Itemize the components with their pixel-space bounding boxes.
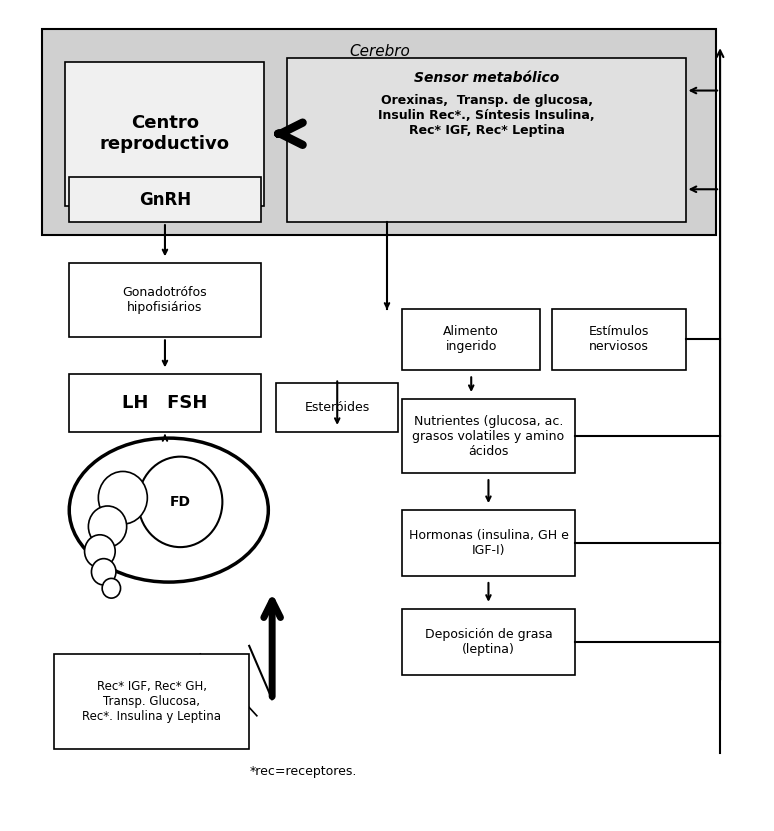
Text: Sensor metabólico: Sensor metabólico <box>414 71 559 86</box>
Circle shape <box>102 578 121 598</box>
Circle shape <box>88 506 127 547</box>
Text: Esteróides: Esteróides <box>305 401 370 414</box>
Circle shape <box>84 535 115 568</box>
FancyBboxPatch shape <box>69 263 261 337</box>
FancyBboxPatch shape <box>402 609 574 675</box>
Text: Centro
reproductivo: Centro reproductivo <box>100 115 230 153</box>
Text: GnRH: GnRH <box>139 190 191 209</box>
Circle shape <box>138 456 222 547</box>
Text: FD: FD <box>170 495 190 509</box>
FancyBboxPatch shape <box>69 177 261 222</box>
FancyBboxPatch shape <box>54 654 249 749</box>
FancyBboxPatch shape <box>69 375 261 432</box>
FancyBboxPatch shape <box>552 308 686 371</box>
FancyBboxPatch shape <box>276 382 399 432</box>
Circle shape <box>98 471 147 524</box>
Text: Nutrientes (glucosa, ac.
grasos volatiles y amino
ácidos: Nutrientes (glucosa, ac. grasos volatile… <box>413 415 564 458</box>
Text: Alimento
ingerido: Alimento ingerido <box>444 326 499 353</box>
Ellipse shape <box>69 438 269 582</box>
Text: Orexinas,  Transp. de glucosa,
Insulin Rec*., Síntesis Insulina,
Rec* IGF, Rec* : Orexinas, Transp. de glucosa, Insulin Re… <box>378 94 595 137</box>
Text: *rec=receptores.: *rec=receptores. <box>249 765 357 778</box>
Text: Deposición de grasa
(leptina): Deposición de grasa (leptina) <box>425 627 553 656</box>
FancyBboxPatch shape <box>402 510 574 576</box>
FancyBboxPatch shape <box>402 308 540 371</box>
FancyBboxPatch shape <box>287 57 686 222</box>
Text: Estímulos
nerviosos: Estímulos nerviosos <box>588 326 649 353</box>
Text: Rec* IGF, Rec* GH,
Transp. Glucosa,
Rec*. Insulina y Leptina: Rec* IGF, Rec* GH, Transp. Glucosa, Rec*… <box>82 680 221 723</box>
FancyBboxPatch shape <box>66 61 265 206</box>
FancyBboxPatch shape <box>402 399 574 473</box>
Text: Hormonas (insulina, GH e
IGF-I): Hormonas (insulina, GH e IGF-I) <box>409 529 568 557</box>
FancyBboxPatch shape <box>43 29 716 234</box>
Text: LH   FSH: LH FSH <box>122 394 207 412</box>
Text: Gonadotrófos
hipofisiários: Gonadotrófos hipofisiários <box>122 287 207 314</box>
Circle shape <box>91 558 116 585</box>
Text: Cerebro: Cerebro <box>349 44 409 59</box>
